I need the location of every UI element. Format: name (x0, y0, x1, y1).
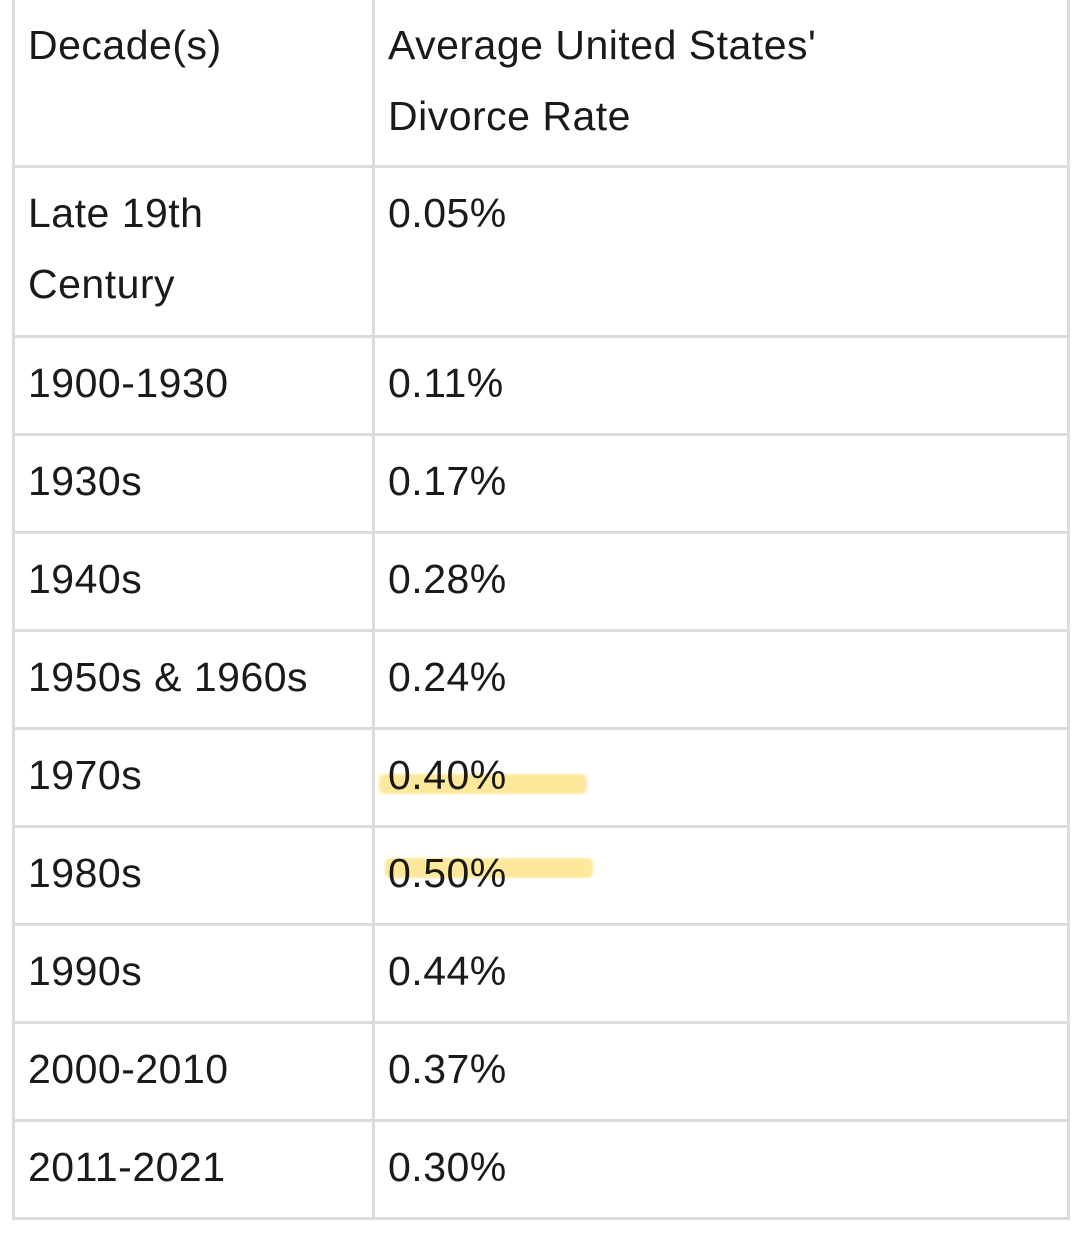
row: 1980s0.50% (12, 825, 1070, 926)
cell: 0.17% (372, 433, 1070, 534)
cell: 0.50% (372, 825, 1070, 926)
cell: 2011-2021 (12, 1119, 375, 1220)
cell: 1940s (12, 531, 375, 632)
row: 1990s 0.44% (12, 923, 1070, 1024)
cell: Late 19th Century (12, 165, 375, 338)
header-cell: Average United States' Divorce Rate (372, 0, 1070, 168)
row: 2000-2010 0.37% (12, 1021, 1070, 1122)
cell: 0.30% (372, 1119, 1070, 1220)
cell: 0.24% (372, 629, 1070, 730)
cell: 1980s (12, 825, 375, 926)
cell: 0.28% (372, 531, 1070, 632)
cell: 0.11% (372, 335, 1070, 436)
row: 1950s & 1960s 0.24% (12, 629, 1070, 730)
cell: 1900-1930 (12, 335, 375, 436)
cell: 2000-2010 (12, 1021, 375, 1122)
divorce-rate-table: Decade(s) Average United States' Divorce… (12, 0, 1070, 1220)
row: 1900-1930 0.11% (12, 335, 1070, 436)
header-row: Decade(s) Average United States' Divorce… (12, 0, 1070, 168)
row: 2011-2021 0.30% (12, 1119, 1070, 1220)
cell: 1990s (12, 923, 375, 1024)
cell-text: Late 19th Century (28, 190, 204, 307)
cell: 0.37% (372, 1021, 1070, 1122)
header-text: Average United States' Divorce Rate (388, 22, 817, 139)
cell: 0.40% (372, 727, 1070, 828)
row: 1970s0.40% (12, 727, 1070, 828)
highlight (379, 774, 587, 794)
highlight (385, 858, 593, 878)
cell: 0.44% (372, 923, 1070, 1024)
cell: 1930s (12, 433, 375, 534)
row: 1930s 0.17% (12, 433, 1070, 534)
row: 1940s 0.28% (12, 531, 1070, 632)
cell: 0.05% (372, 165, 1070, 338)
cell: 1950s & 1960s (12, 629, 375, 730)
cell: 1970s (12, 727, 375, 828)
row: Late 19th Century 0.05% (12, 165, 1070, 338)
header-cell: Decade(s) (12, 0, 375, 168)
